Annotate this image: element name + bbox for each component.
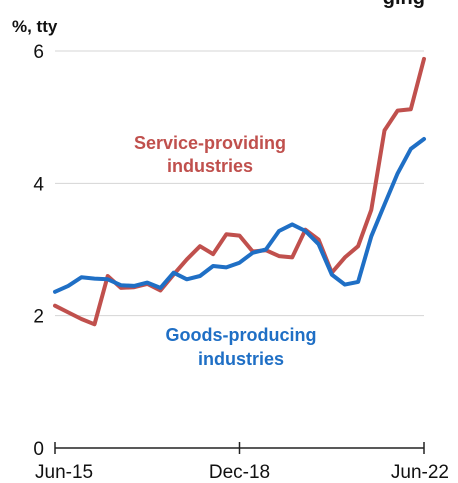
- goods-annotation-line2: industries: [198, 349, 284, 369]
- service-annotation-line1: Service-providing: [134, 133, 286, 153]
- gridlines: [55, 50, 424, 317]
- y-tick-label: 0: [33, 439, 44, 460]
- x-tick-label: Jun-22: [391, 462, 449, 483]
- series-lines: [53, 56, 426, 327]
- x-axis: Jun-15 Dec-18 Jun-22: [35, 442, 449, 483]
- y-tick-label: 4: [33, 174, 44, 195]
- goods-annotation-line1: Goods-producing: [166, 325, 317, 345]
- series-line-service-providing: [53, 56, 426, 327]
- x-tick-label: Jun-15: [35, 462, 93, 483]
- x-tick-label: Dec-18: [209, 462, 270, 483]
- service-annotation-line2: industries: [167, 156, 253, 176]
- y-axis-unit-label: %, tty: [12, 17, 58, 36]
- chart-title: ging: [383, 0, 425, 9]
- y-tick-label: 2: [33, 307, 44, 328]
- series-line-goods-producing: [53, 137, 426, 294]
- y-axis-ticks: 0 2 4 6: [33, 42, 44, 460]
- y-tick-label: 6: [33, 42, 44, 63]
